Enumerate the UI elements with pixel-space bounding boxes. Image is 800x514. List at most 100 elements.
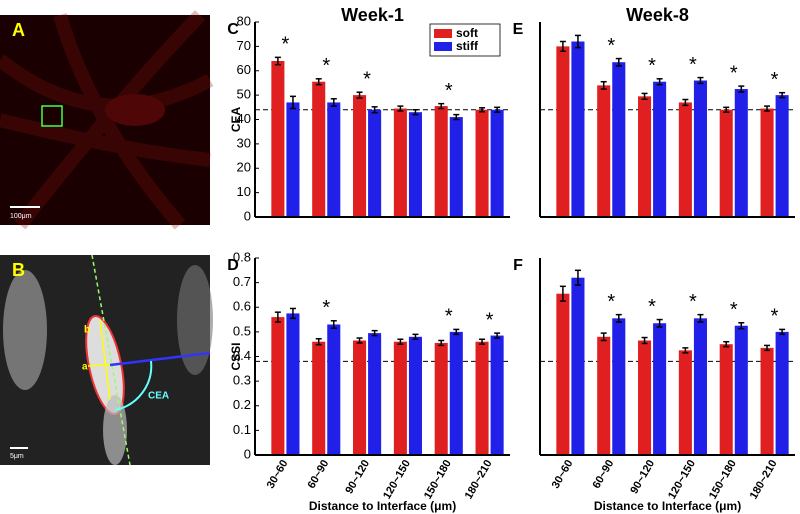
error-bar <box>453 113 460 121</box>
chart-title: Week-1 <box>341 5 404 25</box>
bar <box>638 340 652 455</box>
y-tick-label: 80 <box>237 13 251 28</box>
y-tick-label: 70 <box>237 38 251 53</box>
bar <box>353 340 367 455</box>
scale-label: 5μm <box>10 453 24 460</box>
bar <box>653 81 667 217</box>
bar <box>475 341 489 455</box>
y-tick-label: 50 <box>237 87 251 102</box>
y-tick-label: 0.3 <box>233 373 251 388</box>
error-bar <box>697 76 704 85</box>
bar <box>368 109 382 217</box>
cell-texture <box>0 10 214 230</box>
significance-mark: * <box>445 306 453 328</box>
bar <box>312 341 326 455</box>
significance-mark: * <box>689 291 697 313</box>
y-tick-label: 40 <box>237 111 251 126</box>
error-bar <box>559 285 566 302</box>
panel-letter: E <box>513 21 524 38</box>
significance-mark: * <box>730 62 738 84</box>
bar <box>719 109 733 217</box>
bar <box>353 95 367 217</box>
y-tick-label: 0.7 <box>233 274 251 289</box>
bar <box>678 102 692 217</box>
x-tick-label: 150~180 <box>707 458 739 501</box>
panel-letter: A <box>12 20 25 40</box>
bar <box>775 331 789 455</box>
error-bar <box>559 40 566 52</box>
error-bar <box>779 328 786 336</box>
legend-label: soft <box>456 26 478 40</box>
error-bar <box>574 269 581 286</box>
y-tick-label: 10 <box>237 184 251 199</box>
error-bar <box>682 347 689 354</box>
error-bar <box>494 332 501 339</box>
error-bar <box>738 322 745 330</box>
error-bar <box>438 339 445 347</box>
y-tick-label: 0.4 <box>233 348 251 363</box>
bar <box>760 108 774 217</box>
error-bar <box>779 91 786 99</box>
bar <box>475 109 489 217</box>
error-bar <box>356 337 363 344</box>
bar <box>760 347 774 455</box>
bar <box>327 102 341 217</box>
significance-mark: * <box>363 68 371 90</box>
error-bar <box>412 109 419 116</box>
x-axis-label: Distance to Interface (μm) <box>309 499 456 513</box>
bar <box>556 293 570 455</box>
error-bar <box>289 307 296 320</box>
bar <box>368 333 382 455</box>
y-tick-label: 30 <box>237 135 251 150</box>
error-bar <box>397 105 404 112</box>
error-bar <box>723 106 730 113</box>
error-bar <box>697 313 704 323</box>
error-bar <box>274 56 281 66</box>
error-bar <box>600 332 607 342</box>
x-tick-label: 90~120 <box>343 458 372 496</box>
chart-title: Week-8 <box>626 5 689 25</box>
annotation: CEA <box>148 391 169 402</box>
bar <box>597 336 611 455</box>
y-tick-label: 0 <box>244 446 251 461</box>
error-bar <box>600 80 607 90</box>
significance-mark: * <box>648 296 656 318</box>
legend-label: stiff <box>456 39 479 53</box>
bar <box>734 325 748 455</box>
bar <box>693 318 707 455</box>
x-tick-label: 120~150 <box>666 458 698 501</box>
y-tick-label: 0 <box>244 208 251 223</box>
error-bar <box>656 78 663 86</box>
bar <box>286 102 300 217</box>
bar <box>638 96 652 217</box>
error-bar <box>356 91 363 99</box>
panel-letter: C <box>227 21 239 38</box>
bar <box>408 336 422 455</box>
y-tick-label: 0.5 <box>233 323 251 338</box>
error-bar <box>315 78 322 86</box>
significance-mark: * <box>607 291 615 313</box>
bar <box>719 344 733 455</box>
micrograph-a <box>0 15 210 225</box>
error-bar <box>479 338 486 345</box>
error-bar <box>764 344 771 352</box>
significance-mark: * <box>322 297 330 319</box>
panel-letter: B <box>12 260 25 280</box>
error-bar <box>615 313 622 323</box>
bar <box>571 277 585 455</box>
y-tick-label: 0.2 <box>233 397 251 412</box>
bar <box>678 350 692 455</box>
x-tick-label: 60~90 <box>591 458 617 491</box>
roi-box <box>41 105 63 127</box>
x-tick-label: 150~180 <box>422 458 454 501</box>
x-tick-label: 90~120 <box>628 458 657 496</box>
error-bar <box>453 328 460 336</box>
bar <box>693 80 707 217</box>
bar <box>449 117 463 217</box>
significance-mark: * <box>730 299 738 321</box>
bar <box>286 313 300 455</box>
bar <box>653 323 667 455</box>
error-bar <box>682 98 689 107</box>
significance-mark: * <box>689 54 697 76</box>
